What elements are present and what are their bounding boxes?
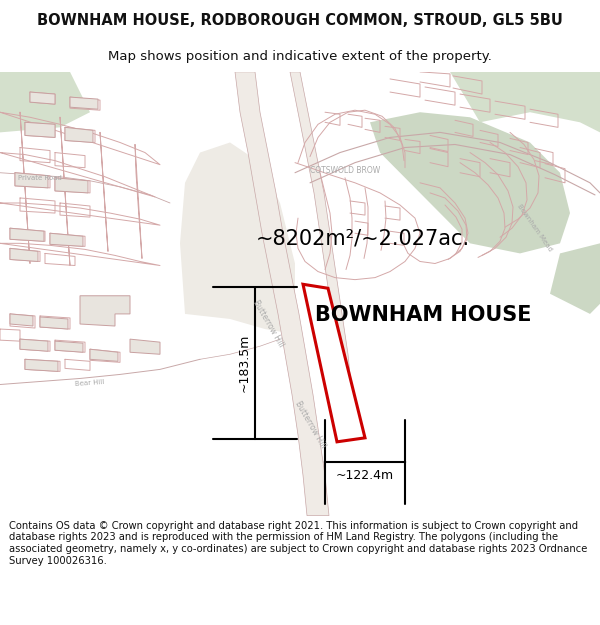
Text: COTSWOLD BROW: COTSWOLD BROW [310,166,380,175]
Polygon shape [550,243,600,314]
Text: Contains OS data © Crown copyright and database right 2021. This information is : Contains OS data © Crown copyright and d… [9,521,587,566]
Polygon shape [55,341,83,352]
Polygon shape [80,296,130,326]
Polygon shape [303,284,365,442]
Text: BOWNHAM HOUSE: BOWNHAM HOUSE [315,304,532,324]
Text: Bownham Mead: Bownham Mead [517,204,553,252]
Text: ~183.5m: ~183.5m [238,334,251,392]
Text: Map shows position and indicative extent of the property.: Map shows position and indicative extent… [108,49,492,62]
Polygon shape [290,72,352,394]
Polygon shape [50,233,83,246]
Text: ~8202m²/~2.027ac.: ~8202m²/~2.027ac. [256,229,470,249]
Polygon shape [450,72,600,132]
Text: Bear Hill: Bear Hill [75,379,105,386]
Polygon shape [70,97,98,109]
Polygon shape [25,122,55,138]
Text: BOWNHAM HOUSE, RODBOROUGH COMMON, STROUD, GL5 5BU: BOWNHAM HOUSE, RODBOROUGH COMMON, STROUD… [37,12,563,28]
Polygon shape [10,228,44,241]
Polygon shape [0,72,90,132]
Polygon shape [30,92,55,104]
Polygon shape [180,142,295,334]
Text: ~122.4m: ~122.4m [336,469,394,482]
Polygon shape [235,72,329,516]
Polygon shape [130,339,160,354]
Polygon shape [90,349,118,361]
Polygon shape [370,112,570,253]
Polygon shape [15,173,48,188]
Text: Butterrow Hill: Butterrow Hill [251,299,285,349]
Polygon shape [25,359,58,371]
Text: Butterrow Hill: Butterrow Hill [293,400,327,450]
Polygon shape [10,248,38,261]
Polygon shape [10,314,33,326]
Polygon shape [65,127,93,142]
Polygon shape [20,339,48,351]
Text: Private Road: Private Road [18,175,62,181]
Polygon shape [55,177,88,193]
Polygon shape [40,317,68,329]
